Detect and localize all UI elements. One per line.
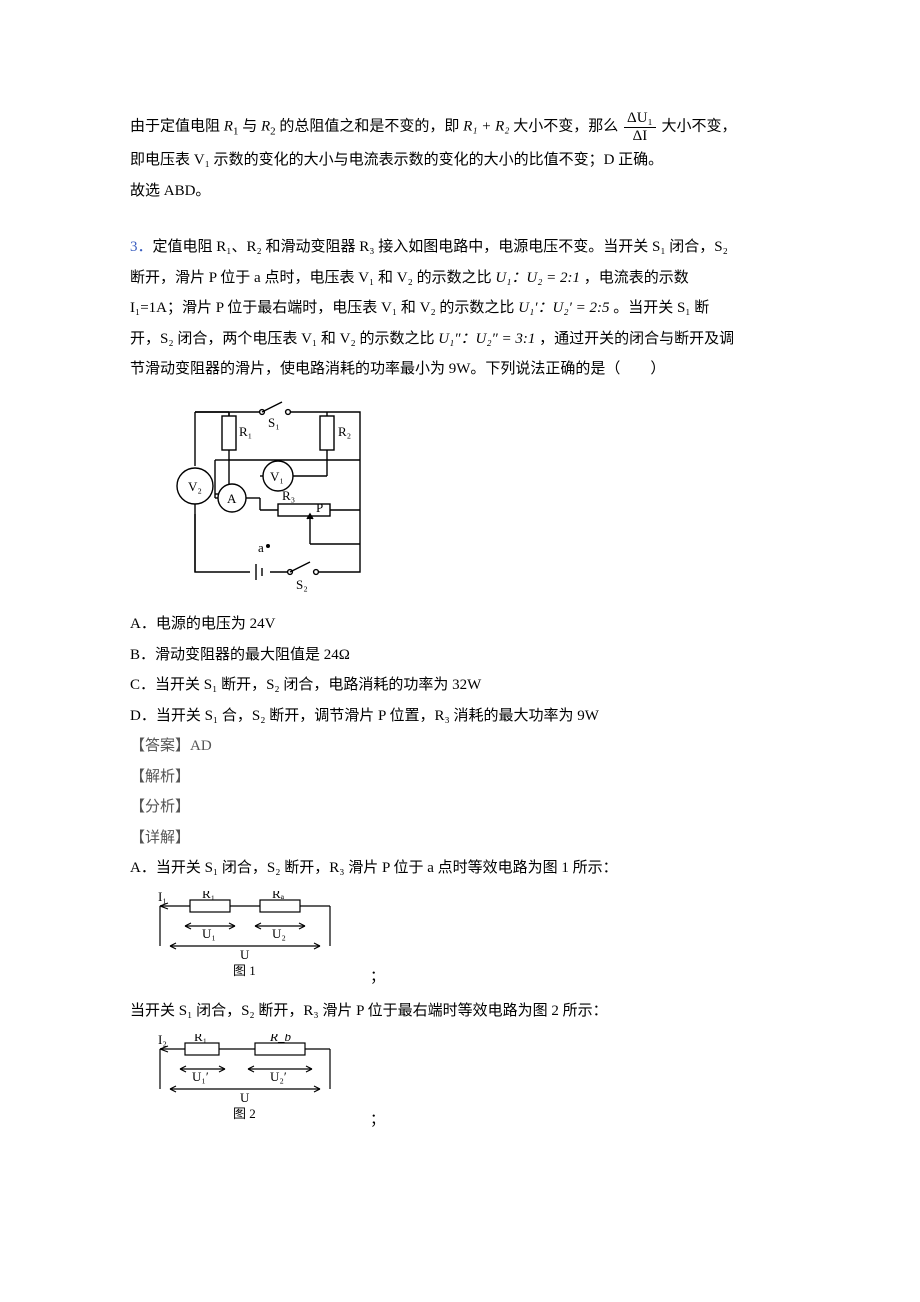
- option-c: C．当开关 S₁ 断开，S₂ 闭合，电路消耗的功率为 32W: [130, 671, 790, 700]
- fig2-rb: R_b: [269, 1034, 291, 1044]
- p1-r1: R: [224, 118, 233, 134]
- fig2-u2: U₂′: [270, 1069, 287, 1084]
- p1-sum: R₁ + R₂: [463, 118, 509, 134]
- answer: 【答案】AD: [130, 732, 790, 761]
- fig1: I₁ R₁ Rₐ U₁ U₂ U 图 1 ；: [140, 891, 790, 992]
- p1-r2: R: [261, 118, 270, 134]
- fig1-cap: 图 1: [233, 963, 256, 978]
- fig1-ra: Rₐ: [272, 891, 285, 901]
- circuit-r1b: R₁: [239, 424, 252, 439]
- detail-b: 当开关 S₁ 闭合，S₂ 断开，R₃ 滑片 P 位于最右端时等效电路为图 2 所…: [130, 997, 790, 1026]
- option-b: B．滑动变阻器的最大阻值是 24Ω: [130, 641, 790, 670]
- option-d: D．当开关 S₁ 合，S₂ 断开，调节滑片 P 位置，R₃ 消耗的最大功率为 9…: [130, 702, 790, 731]
- circuit-r3: R₃: [282, 488, 295, 503]
- p1-mid3: 大小不变，那么: [510, 118, 623, 134]
- fig1-i: I₁: [158, 891, 167, 904]
- q3-line4: 开，S₂ 闭合，两个电压表 V₁ 和 V₂ 的示数之比 U₁″：U₂″ = 3:…: [130, 325, 790, 354]
- circuit-a: A: [227, 491, 237, 506]
- jiexi: 【解析】: [130, 763, 790, 792]
- p1-lead: 由于定值电阻: [130, 118, 224, 134]
- circuit-r2b: R₂: [338, 424, 351, 439]
- options: A．电源的电压为 24V B．滑动变阻器的最大阻值是 24Ω C．当开关 S₁ …: [130, 610, 790, 730]
- fig2-i: I₂: [158, 1034, 167, 1047]
- fig2-u: U: [240, 1090, 250, 1105]
- para-3: 故选 ABD。: [130, 177, 790, 206]
- fig1-u1: U₁: [202, 926, 216, 941]
- q3-ratio2: U₁′：U₂′ = 2:5: [518, 300, 609, 316]
- para-1: 由于定值电阻 R1 与 R2 的总阻值之和是不变的，即 R₁ + R₂ 大小不变…: [130, 110, 790, 144]
- option-a: A．电源的电压为 24V: [130, 610, 790, 639]
- p1-frac: ΔU₁ΔI: [624, 110, 656, 144]
- q3-ratio1: U₁：U₂ = 2:1: [495, 270, 580, 286]
- detail-a: A．当开关 S₁ 闭合，S₂ 断开，R₃ 滑片 P 位于 a 点时等效电路为图 …: [130, 854, 790, 883]
- p1-tail: 大小不变，: [658, 118, 737, 134]
- p1-frac-num: ΔU₁: [624, 110, 656, 128]
- q3-line1: 3．定值电阻 R₁、R₂ 和滑动变阻器 R₃ 接入如图电路中，电源电压不变。当开…: [130, 233, 790, 262]
- q3-stem4b: ，通过开关的闭合与断开及调: [535, 331, 734, 347]
- circuit-svg: R₁ S₁ R₂ V₂ R₁: [160, 394, 390, 594]
- fig2-r1: R₁: [194, 1034, 207, 1044]
- q3-line3: I₁=1A；滑片 P 位于最右端时，电压表 V₁ 和 V₂ 的示数之比 U₁′：…: [130, 294, 790, 323]
- fig2-u1: U₁′: [192, 1069, 209, 1084]
- q3-stem4a: 开，S₂ 闭合，两个电压表 V₁ 和 V₂ 的示数之比: [130, 331, 438, 347]
- circuit-s2: S₂: [296, 577, 308, 592]
- fig1-u2: U₂: [272, 926, 286, 941]
- fenxi: 【分析】: [130, 793, 790, 822]
- q3-stem3b: 。当开关 S₁ 断: [609, 300, 709, 316]
- q3-stem2b: ，电流表的示数: [580, 270, 689, 286]
- circuit-p: P: [316, 500, 323, 515]
- q3-stem3a: I₁=1A；滑片 P 位于最右端时，电压表 V₁ 和 V₂ 的示数之比: [130, 300, 518, 316]
- circuit-s1b: S₁: [268, 415, 280, 430]
- q3-stem2a: 断开，滑片 P 位于 a 点时，电压表 V₁ 和 V₂ 的示数之比: [130, 270, 495, 286]
- xiangjie: 【详解】: [130, 824, 790, 853]
- para-2: 即电压表 V₁ 示数的变化的大小与电流表示数的变化的大小的比值不变；D 正确。: [130, 146, 790, 175]
- circuit-diagram: R₁ S₁ R₂ V₂ R₁: [160, 394, 790, 605]
- fig1-r1: R₁: [202, 891, 215, 901]
- p1-mid1: 与: [238, 118, 261, 134]
- circuit-v2: V₂: [188, 479, 202, 494]
- circuit-a-pt: a: [258, 540, 264, 555]
- fig2: I₂ R₁ R_b U₁′ U₂′ U 图 2 ；: [140, 1034, 790, 1135]
- fig2-cap: 图 2: [233, 1106, 256, 1121]
- q3-num: 3．: [130, 239, 153, 255]
- circuit-v1: V₁: [270, 469, 284, 484]
- q3-line2: 断开，滑片 P 位于 a 点时，电压表 V₁ 和 V₂ 的示数之比 U₁：U₂ …: [130, 264, 790, 293]
- p1-mid2: 的总阻值之和是不变的，即: [276, 118, 464, 134]
- q3-ratio3: U₁″：U₂″ = 3:1: [438, 331, 535, 347]
- p1-frac-den: ΔI: [624, 128, 656, 145]
- q3-line5: 节滑动变阻器的滑片，使电路消耗的功率最小为 9W。下列说法正确的是（ ）: [130, 355, 790, 384]
- fig1-u: U: [240, 947, 250, 962]
- q3-stem1: 定值电阻 R₁、R₂ 和滑动变阻器 R₃ 接入如图电路中，电源电压不变。当开关 …: [153, 239, 728, 255]
